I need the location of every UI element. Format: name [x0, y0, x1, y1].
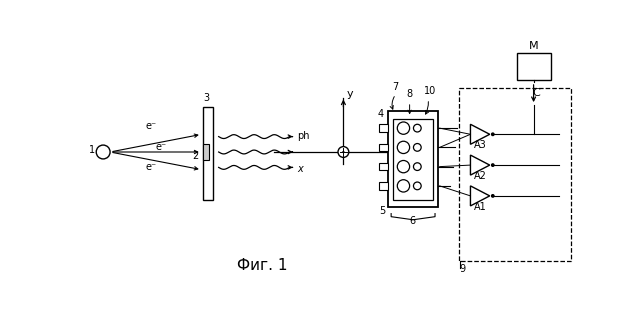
Bar: [379, 144, 388, 151]
Text: 2: 2: [193, 151, 198, 161]
Bar: [204, 144, 209, 160]
Text: A2: A2: [474, 171, 487, 181]
Circle shape: [491, 133, 495, 136]
Bar: [388, 111, 438, 207]
Text: e⁻: e⁻: [156, 142, 166, 152]
Text: 5: 5: [379, 206, 385, 216]
Bar: [394, 119, 433, 200]
Text: x: x: [297, 164, 303, 174]
Text: A3: A3: [474, 140, 487, 150]
Bar: [379, 163, 388, 171]
Bar: [204, 107, 212, 200]
Text: A1: A1: [474, 202, 487, 212]
Text: 10: 10: [424, 86, 436, 96]
Text: e⁻: e⁻: [145, 163, 156, 172]
Text: y: y: [346, 89, 353, 99]
Bar: [379, 124, 388, 132]
Text: 1: 1: [90, 146, 95, 155]
Circle shape: [342, 151, 344, 153]
Circle shape: [491, 194, 495, 198]
Circle shape: [491, 163, 495, 167]
Text: Фиг. 1: Фиг. 1: [237, 258, 288, 273]
Text: 4: 4: [378, 109, 383, 119]
Text: 6: 6: [410, 217, 416, 226]
Text: 8: 8: [406, 89, 413, 99]
Text: 9: 9: [460, 264, 466, 274]
Bar: [459, 88, 570, 261]
Text: M: M: [529, 41, 538, 51]
Text: C: C: [532, 88, 540, 98]
Text: 3: 3: [204, 93, 209, 103]
Text: e⁻: e⁻: [145, 121, 156, 131]
Circle shape: [338, 146, 349, 157]
Bar: [516, 54, 551, 81]
Bar: [379, 182, 388, 190]
Text: ph: ph: [297, 131, 310, 141]
Text: z: z: [424, 152, 429, 162]
Text: 7: 7: [392, 82, 399, 92]
